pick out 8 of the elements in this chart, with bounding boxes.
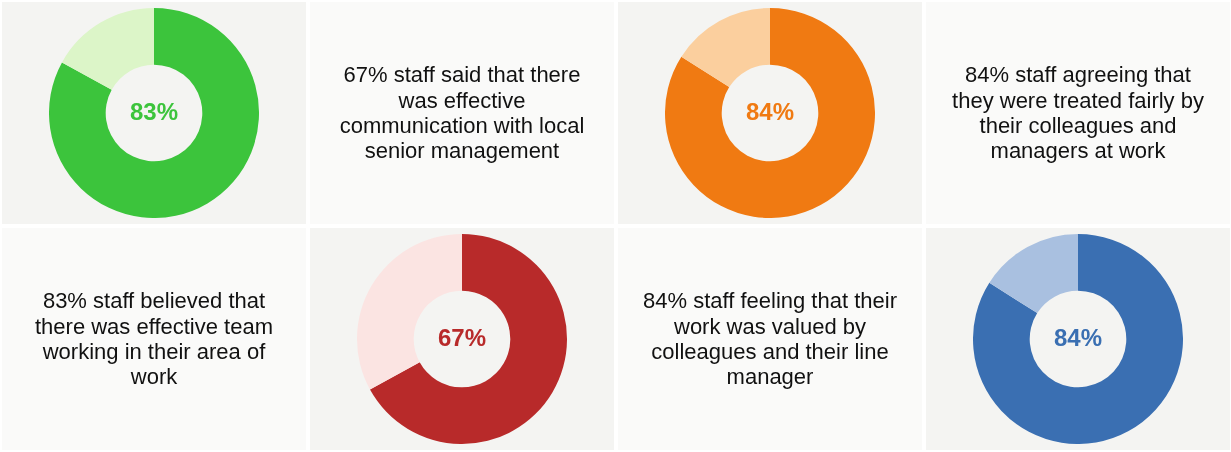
text: 67% staff said that there was effective communication with local senior management [338,62,586,164]
data-label: 84% [1053,323,1103,351]
data-label: 67% [437,323,487,351]
text: 84% staff agreeing that they were treated fairly by their colleagues and managers at work [951,62,1205,164]
text: 84% staff feeling that their work was valued by colleagues and their line manager [642,288,898,390]
data-label: 83% [129,97,179,125]
text: 83% staff believed that there was effective team working in their area of work [33,288,274,390]
data-label: 84% [745,97,795,125]
